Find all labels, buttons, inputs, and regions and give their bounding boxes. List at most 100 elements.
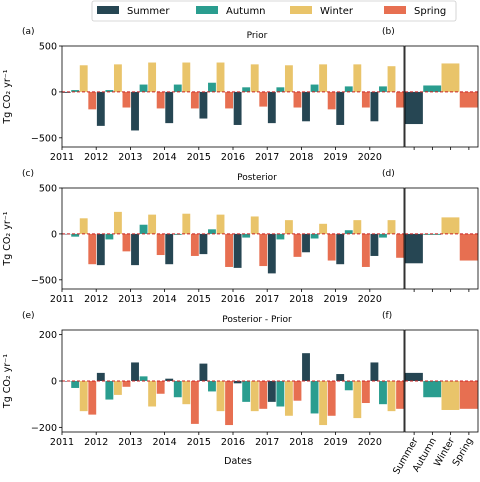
- bar-summer-2014: [165, 91, 174, 124]
- y-axis-label: Tg CO₂ yr⁻¹: [2, 69, 13, 124]
- panel-label: (b): [382, 27, 395, 37]
- y-axis-label: Tg CO₂ yr⁻¹: [2, 211, 13, 266]
- side-bar-autumn: [423, 85, 442, 92]
- bar-spring-2019: [361, 233, 370, 267]
- bar-summer-2017: [267, 381, 276, 402]
- bar-summer-2013: [131, 91, 139, 131]
- bar-autumn-2017: [276, 381, 285, 407]
- x-tick-label: 2018: [289, 437, 313, 448]
- x-tick-label: 2012: [84, 294, 108, 305]
- panel-label: (a): [22, 27, 35, 37]
- side-bar-summer: [405, 233, 423, 264]
- bar-winter-2015: [216, 62, 225, 92]
- bar-winter-2020: [387, 66, 396, 92]
- side-bar-winter: [441, 381, 460, 410]
- x-tick-label: 2011: [50, 152, 74, 163]
- y-tick-label: 0: [51, 377, 57, 388]
- x-tick-label: 2014: [153, 437, 177, 448]
- bar-autumn-2016: [242, 381, 251, 402]
- bar-winter-2015: [216, 381, 225, 412]
- panel-title: Posterior - Prior: [222, 315, 292, 325]
- y-axis-label: Tg CO₂ yr⁻¹: [2, 354, 13, 409]
- bar-autumn-2011: [71, 233, 80, 237]
- side-bar-winter: [441, 63, 460, 92]
- bar-winter-2018: [319, 223, 328, 234]
- bar-autumn-2014: [173, 84, 182, 92]
- bar-spring-2012: [122, 91, 131, 108]
- bar-autumn-2012: [105, 233, 114, 240]
- bar-summer-2012: [96, 233, 105, 266]
- bar-autumn-2019: [344, 381, 353, 391]
- bar-spring-2013: [156, 91, 165, 109]
- x-tick-label: 2020: [358, 294, 382, 305]
- x-tick-label: 2015: [187, 152, 211, 163]
- y-tick-label: −500: [31, 133, 57, 144]
- legend-swatch-summer: [97, 6, 119, 14]
- side-bar-summer: [405, 372, 423, 381]
- x-tick-label: 2013: [118, 294, 142, 305]
- bar-summer-2018: [302, 91, 310, 122]
- side-bar-winter: [441, 217, 460, 234]
- bar-autumn-2019: [344, 86, 353, 92]
- bar-winter-2020: [387, 220, 396, 234]
- x-tick-label: 2019: [324, 437, 348, 448]
- bar-winter-2011: [79, 65, 88, 92]
- bar-autumn-2012: [105, 90, 114, 92]
- bar-autumn-2013: [139, 224, 148, 234]
- bar-winter-2015: [216, 214, 225, 234]
- panel-label: (f): [382, 311, 392, 321]
- bar-spring-2020: [396, 91, 404, 108]
- x-tick-label: 2020: [358, 152, 382, 163]
- bar-summer-2019: [336, 233, 345, 265]
- bar-winter-2017: [284, 65, 293, 92]
- bar-autumn-2012: [105, 381, 114, 400]
- bar-summer-2014: [165, 233, 174, 265]
- bar-summer-2017: [267, 91, 276, 124]
- legend-label-spring: Spring: [414, 6, 446, 17]
- bar-summer-2013: [131, 362, 139, 381]
- bar-spring-2012: [122, 381, 131, 387]
- side-bar-spring: [459, 381, 478, 409]
- bar-spring-2014: [190, 233, 199, 256]
- bar-spring-2018: [327, 233, 336, 261]
- side-bar-summer: [405, 91, 423, 125]
- x-tick-label: 2015: [187, 294, 211, 305]
- bar-summer-2011: [62, 91, 71, 93]
- bar-summer-2011: [62, 381, 71, 382]
- bar-spring-2016: [259, 381, 268, 409]
- bar-spring-2020: [396, 381, 404, 409]
- bar-summer-2019: [336, 374, 345, 381]
- x-tick-label: 2012: [84, 437, 108, 448]
- side-bar-spring: [459, 91, 478, 108]
- bar-winter-2017: [284, 220, 293, 234]
- bar-spring-2017: [293, 233, 302, 257]
- legend-label-winter: Winter: [320, 6, 354, 17]
- bar-autumn-2015: [208, 229, 216, 234]
- x-tick-label: 2018: [289, 294, 313, 305]
- legend-swatch-spring: [384, 6, 406, 14]
- x-tick-label: 2019: [324, 294, 348, 305]
- bar-spring-2011: [88, 233, 97, 265]
- bar-autumn-2013: [139, 376, 148, 381]
- bar-spring-2020: [396, 233, 404, 258]
- bar-spring-2011: [88, 381, 97, 415]
- bar-winter-2012: [113, 381, 122, 395]
- x-tick-label: 2017: [255, 152, 279, 163]
- bar-spring-2018: [327, 381, 336, 416]
- bar-winter-2014: [182, 62, 191, 92]
- panel-title: Posterior: [237, 173, 277, 183]
- bar-winter-2017: [284, 381, 293, 416]
- bar-winter-2020: [387, 381, 396, 412]
- legend: Summer Autumn Winter Spring: [91, 0, 457, 22]
- bar-summer-2020: [370, 91, 379, 122]
- bar-spring-2019: [361, 381, 370, 404]
- legend-swatch-autumn: [196, 6, 218, 14]
- bar-summer-2015: [199, 91, 208, 119]
- bar-autumn-2013: [139, 84, 148, 92]
- bar-winter-2013: [148, 214, 157, 234]
- bar-summer-2015: [199, 233, 208, 255]
- panel-label: (c): [22, 169, 34, 179]
- bar-spring-2016: [259, 233, 268, 267]
- bar-summer-2018: [302, 353, 310, 381]
